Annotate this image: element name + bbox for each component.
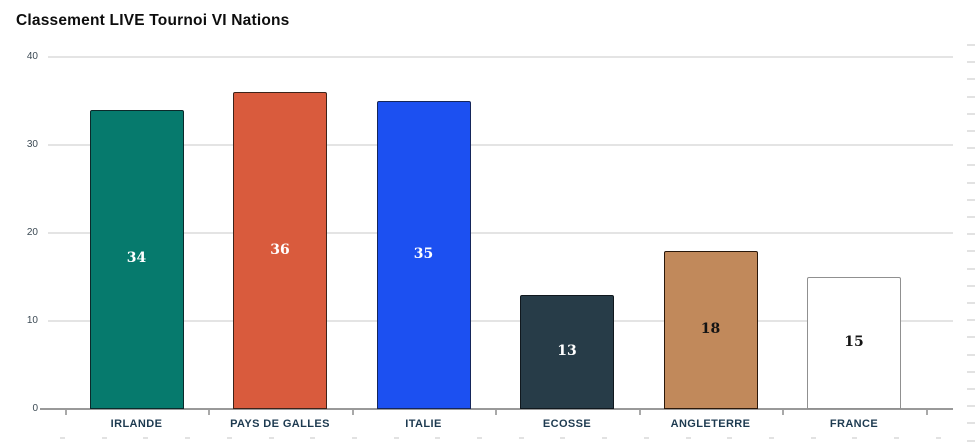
bar-value-label: 34 [126,250,147,267]
bar-value-label: 35 [413,246,434,262]
minor-tick [967,267,975,270]
minor-tick [967,112,975,115]
gridline [48,56,953,58]
minor-tick [435,437,441,439]
category-label: ECOSSE [542,418,592,430]
x-axis-line [40,408,953,410]
minor-tick [967,370,975,373]
bar-value-label: 36 [270,241,290,258]
y-tick-label: 40 [26,51,38,62]
minor-tick [518,437,524,439]
bar[interactable] [376,101,471,409]
minor-tick [852,437,858,439]
minor-tick [560,437,566,439]
minor-tick [967,198,975,201]
category-label: ITALIE [405,418,442,430]
minor-tick [894,437,899,439]
minor-tick [967,181,975,184]
minor-tick [768,437,774,439]
minor-tick [967,388,975,390]
minor-tick [967,216,975,218]
minor-tick [967,284,975,287]
x-axis-tick [208,410,211,415]
minor-tick [393,437,399,439]
minor-tick [967,422,975,425]
x-axis-tick [64,410,67,415]
x-axis-tick [495,410,498,415]
minor-tick [351,437,357,439]
category-label: IRLANDE [110,418,163,430]
x-axis-tick [925,410,928,415]
gridline [48,232,953,234]
x-axis-tick [782,410,785,415]
y-tick-label: 0 [32,403,38,414]
minor-tick [60,437,65,439]
bar-value-label: 15 [844,334,864,350]
minor-tick [268,437,274,439]
minor-tick [935,437,941,439]
bar[interactable] [520,294,614,409]
chart-title: Classement LIVE Tournoi VI Nations [16,12,290,29]
gridline [48,144,953,146]
category-label: ANGLETERRE [670,418,751,430]
y-tick-label: 10 [26,315,38,326]
minor-tick [643,437,649,439]
minor-tick [967,78,975,81]
y-tick-label: 30 [26,139,38,150]
bar[interactable] [807,277,901,409]
minor-tick [967,353,975,356]
minor-tick [967,95,975,98]
x-axis-tick [351,410,354,415]
minor-tick [685,437,691,439]
minor-tick [226,437,232,439]
bar-value-label: 13 [557,342,577,359]
minor-tick [967,44,975,46]
bar[interactable] [663,250,758,409]
minor-tick [967,302,975,304]
minor-tick [810,437,816,439]
bar[interactable] [233,92,327,409]
x-axis-tick [638,410,641,415]
minor-tick [143,437,149,439]
minor-tick [967,336,975,339]
minor-tick [967,319,975,322]
minor-tick [967,405,975,408]
minor-tick [967,164,975,167]
minor-tick [727,437,733,439]
minor-tick [967,147,975,150]
minor-tick [967,233,975,236]
minor-tick [602,437,608,439]
minor-tick [101,437,107,439]
bar[interactable] [89,109,184,409]
category-label: FRANCE [829,418,879,430]
minor-tick [967,439,975,442]
minor-tick [310,437,316,439]
y-tick-label: 20 [26,227,38,238]
minor-tick [185,437,191,439]
gridline [48,320,953,322]
minor-tick [967,130,975,132]
category-label: PAYS DE GALLES [230,418,330,430]
minor-tick [477,437,482,439]
minor-tick [967,61,975,64]
minor-tick [967,250,975,253]
bar-value-label: 18 [700,320,721,337]
